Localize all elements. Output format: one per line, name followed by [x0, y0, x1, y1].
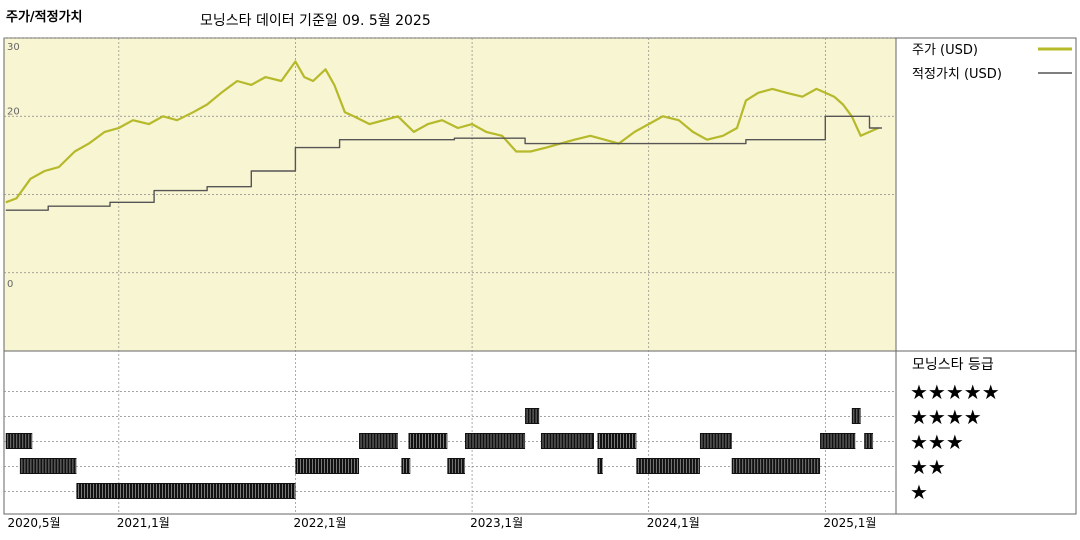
x-tick-label: 2025,1월: [823, 516, 876, 530]
rating-band-3: [540, 433, 594, 449]
rating-1-star: ★: [910, 480, 928, 504]
rating-band-2: [447, 458, 466, 474]
rating-band-2: [401, 458, 411, 474]
rating-band-3: [5, 433, 33, 449]
rating-2-stars: ★★: [910, 455, 946, 479]
legend-fair-label: 적정가치 (USD): [912, 67, 1002, 82]
rating-band-4: [525, 408, 540, 424]
rating-band-4: [851, 408, 861, 424]
rating-band-3: [408, 433, 448, 449]
rating-panel-heading: 모닝스타 등급: [912, 357, 994, 373]
grid-lines: [4, 37, 896, 514]
x-tick-label: 2023,1월: [470, 516, 523, 530]
rating-band-3: [597, 433, 637, 449]
rating-band-2: [19, 458, 77, 474]
rating-band-1: [76, 483, 296, 499]
rating-band-3: [465, 433, 526, 449]
x-tick-label: 2022,1월: [293, 516, 346, 530]
data-date-subtitle: 모닝스타 데이터 기준일 09. 5월 2025: [200, 13, 431, 29]
y-tick-label: 0: [7, 279, 13, 290]
fair-value-line: [5, 115, 882, 211]
rating-band-2: [597, 458, 603, 474]
x-tick-label: 2020,5월: [8, 516, 61, 530]
rating-3-stars: ★★★: [910, 430, 964, 454]
series-lines: [5, 60, 882, 211]
y-tick-labels: 30 20 0: [7, 42, 20, 290]
x-tick-labels: 2020,5월 2021,1월 2022,1월 2023,1월 2024,1월 2025,…: [8, 516, 877, 530]
legend-price-label: 주가 (USD): [912, 43, 978, 58]
page-title: 주가/적정가치: [6, 10, 83, 25]
rating-5-stars: ★★★★★: [910, 380, 1000, 404]
rating-band-3: [864, 433, 874, 449]
y-tick-label: 30: [7, 42, 20, 53]
rating-band-3: [820, 433, 856, 449]
x-tick-label: 2024,1월: [647, 516, 700, 530]
x-tick-label: 2021,1월: [117, 516, 170, 530]
rating-band-3: [359, 433, 398, 449]
price-line: [5, 60, 879, 204]
rating-bands: [4, 391, 896, 499]
y-tick-label: 20: [7, 106, 20, 117]
rating-4-stars: ★★★★: [910, 405, 982, 429]
